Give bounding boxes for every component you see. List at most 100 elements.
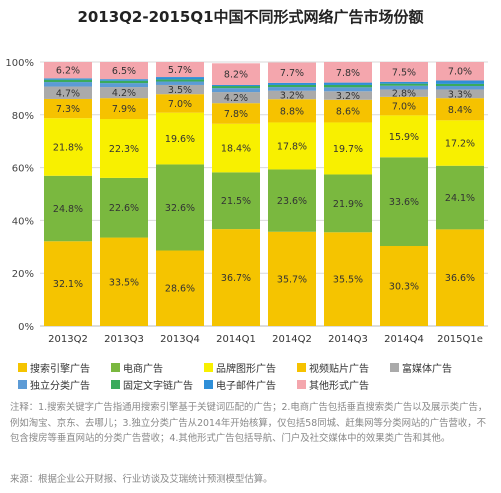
legend-label: 富媒体广告 [402,364,452,375]
data-label: 3.2% [336,91,360,102]
bar-segment [156,250,204,326]
data-label: 7.0% [392,102,416,113]
data-label: 7.8% [224,109,248,120]
data-label: 4.7% [56,88,80,99]
y-tick-label: 80% [12,111,34,122]
legend-label: 品牌图形广告 [216,364,276,375]
bar-segment [324,122,372,175]
bar-segment [324,84,372,88]
legend-swatch [18,380,27,389]
data-label: 21.8% [53,143,83,154]
bar-segment [436,89,484,99]
bar-segment [156,112,204,165]
data-label: 7.9% [112,104,136,115]
data-label: 36.7% [221,273,251,284]
legend-swatch [297,363,306,372]
data-label: 32.1% [53,279,83,290]
data-label: 33.5% [109,277,139,288]
y-tick-label: 60% [12,164,34,175]
bar-segment [212,92,260,104]
legend-label: 其他形式广告 [309,381,369,392]
bar-segment [156,77,204,80]
y-tick-label: 0% [18,322,34,333]
bar-segment [380,62,428,82]
data-label: 7.8% [336,68,360,79]
data-label: 4.2% [224,93,248,104]
data-label: 17.8% [277,141,307,152]
bar-segment [100,119,148,178]
data-label: 19.7% [333,144,363,155]
bar-segment [380,81,428,84]
data-label: 23.6% [277,196,307,207]
bar-segment [436,62,484,81]
bar-segment [44,175,92,242]
legend-label: 搜索引擎广告 [30,364,90,375]
data-label: 19.6% [165,134,195,145]
bar-segment [156,164,204,251]
legend-swatch [111,380,120,389]
bar-segment [268,87,316,91]
data-label: 2.8% [392,89,416,100]
legend-row: 搜索引擎广告 电商广告 品牌图形广告 视频贴片广告 富媒体广告 [18,359,488,376]
legend-label: 独立分类广告 [30,381,90,392]
data-label: 8.2% [224,70,248,81]
bar-segment [380,246,428,326]
bar-segment [156,84,204,95]
bar-segment [44,241,92,326]
bar-segment [268,82,316,85]
bar-segment [324,87,372,92]
legend-item: 搜索引擎广告 [18,360,111,375]
bar-segment [100,98,148,120]
data-label: 6.2% [56,66,80,77]
data-label: 36.6% [445,273,475,284]
legend-swatch [18,363,27,372]
data-label: 18.4% [221,144,251,155]
data-label: 7.0% [168,99,192,110]
data-label: 22.6% [109,203,139,214]
bar-segment [156,81,204,85]
bar-segment [100,79,148,81]
bar-segment [436,98,484,121]
bar-segment [100,80,148,84]
bar-segment [324,82,372,85]
data-label: 15.9% [389,132,419,143]
data-label: 33.6% [389,197,419,208]
data-label: 28.6% [165,284,195,295]
data-label: 3.2% [280,91,304,102]
bar-segment [44,78,92,80]
bar-segment [380,96,428,116]
bar-segment [156,94,204,113]
bar-segment [436,120,484,166]
data-label: 22.3% [109,144,139,155]
bar-segment [324,62,372,83]
data-label: 7.3% [56,104,80,115]
legend-swatch [390,363,399,372]
x-tick-label: 2013Q4 [160,334,200,345]
data-label: 8.4% [448,105,472,116]
bar-segment [324,174,372,233]
chart-notes: 注释：1.搜索关键字广告指通用搜索引擎基于关键词匹配的广告；2.电商广告包括垂直… [10,402,488,444]
legend-row: 独立分类广告 固定文字链广告 电子邮件广告 其他形式广告 [18,376,488,393]
bar-segment [268,62,316,83]
legend-swatch [297,380,306,389]
bar-segment [44,82,92,87]
legend-item: 固定文字链广告 [111,377,204,392]
legend-item: 其他形式广告 [297,377,390,392]
bar-segment [44,118,92,176]
legend-label: 电商广告 [123,364,163,375]
x-tick-label: 2013Q2 [48,334,88,345]
bar-segment [212,172,260,230]
legend-label: 固定文字链广告 [123,381,193,392]
x-tick-label: 2013Q3 [104,334,144,345]
x-tick-label: 2015Q1e [437,334,483,345]
x-tick-label: 2014Q3 [328,334,368,345]
bar-segment [100,87,148,99]
data-label: 3.5% [168,85,192,96]
bar-segment [156,79,204,82]
legend-item: 视频贴片广告 [297,360,390,375]
bar-segment [380,89,428,97]
data-label: 35.5% [333,275,363,286]
legend-item: 富媒体广告 [390,360,483,375]
legend-item: 电商广告 [111,360,204,375]
bar-segment [156,62,204,78]
